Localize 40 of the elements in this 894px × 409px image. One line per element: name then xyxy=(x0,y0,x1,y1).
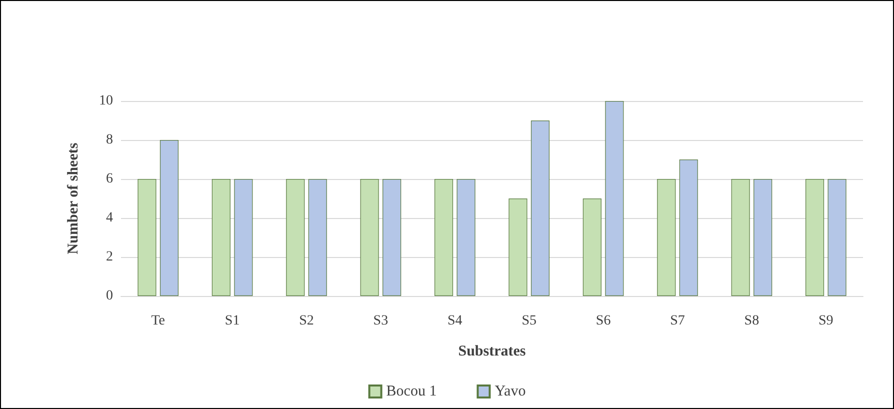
bar xyxy=(286,179,305,296)
x-tick-label: Te xyxy=(151,314,165,328)
bar xyxy=(679,160,698,296)
bar xyxy=(508,198,528,296)
y-tick-label: 10 xyxy=(99,94,113,108)
legend-label: Yavo xyxy=(494,384,526,400)
bar xyxy=(731,179,750,296)
bar xyxy=(657,179,676,296)
bar xyxy=(754,179,772,296)
x-tick-label: S9 xyxy=(818,314,834,328)
bar xyxy=(582,198,602,296)
bar xyxy=(456,179,476,296)
y-tick-label: 8 xyxy=(106,132,113,148)
y-tick-label: 0 xyxy=(106,288,113,304)
y-tick-label: 2 xyxy=(106,250,113,264)
bar xyxy=(382,179,402,296)
x-tick-label: S8 xyxy=(744,314,760,328)
x-tick-label: S1 xyxy=(224,314,240,328)
y-tick-label: 4 xyxy=(106,210,113,226)
bar xyxy=(530,120,550,296)
y-axis-title: Number of sheets xyxy=(66,142,82,254)
x-tick-label: S4 xyxy=(448,314,462,328)
bar xyxy=(308,179,327,296)
x-tick-label: S2 xyxy=(299,314,314,328)
bar xyxy=(828,179,846,296)
x-axis-title: Substrates xyxy=(458,344,526,360)
bar xyxy=(160,140,179,296)
bar xyxy=(605,101,624,296)
legend-label: Bocou 1 xyxy=(386,384,437,400)
x-tick-label: S5 xyxy=(522,314,536,328)
y-tick-label: 6 xyxy=(106,172,113,186)
bar xyxy=(434,179,454,296)
x-tick-label: S7 xyxy=(670,314,685,328)
x-tick-label: S3 xyxy=(373,314,388,328)
bar xyxy=(360,179,379,296)
bar xyxy=(234,179,253,296)
bar xyxy=(212,179,230,296)
bar xyxy=(138,179,156,296)
bar xyxy=(805,179,824,296)
x-tick-label: S6 xyxy=(596,314,611,328)
